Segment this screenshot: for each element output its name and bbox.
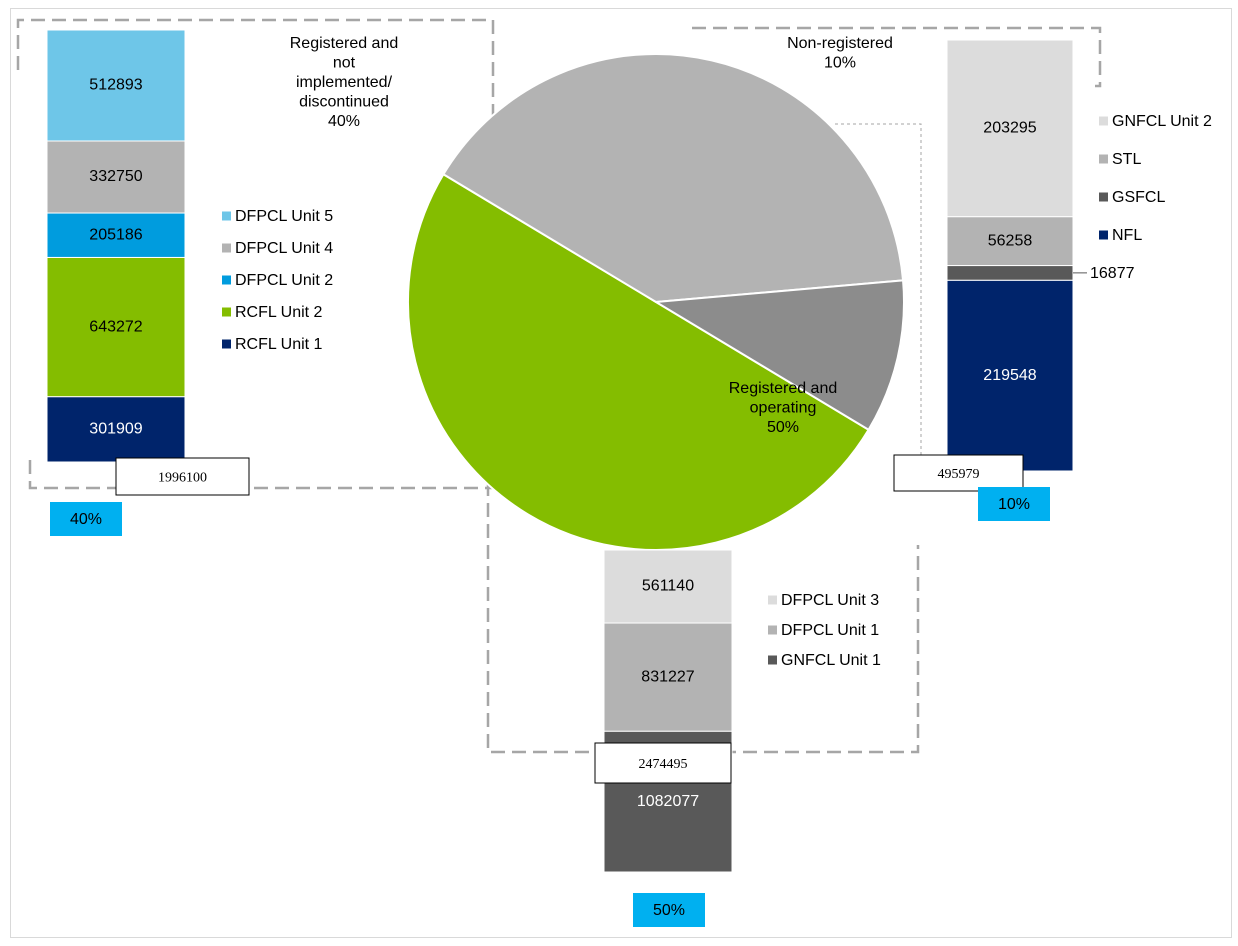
chart-frame <box>10 8 1232 938</box>
total-value-registered-and-not-implemented-discontinued: 1996100 <box>158 471 207 486</box>
pie-slice-registered-and-operating <box>407 172 870 551</box>
legend-swatch-gsfcl <box>1099 192 1108 202</box>
percent-value-registered-and-operating: 50% <box>653 902 685 919</box>
percent-box-registered-and-not-implemented-discontinued <box>50 502 122 536</box>
legend-label-dfpcl-unit-1: DFPCL Unit 1 <box>781 622 879 639</box>
bar-value-label-rcfl-unit-2: 643272 <box>89 318 142 335</box>
pie-label-registered-and-operating: Registered and operating 50% <box>729 380 838 436</box>
total-value-non-registered: 495979 <box>938 467 980 482</box>
legend-swatch-rcfl-unit-2 <box>222 307 231 317</box>
bar-segment-gnfcl-unit-2 <box>946 39 1074 218</box>
legend-swatch-gnfcl-unit-2 <box>1099 116 1108 126</box>
legend-label-nfl: NFL <box>1112 227 1142 244</box>
right-group-dotted-frame <box>835 123 922 462</box>
bar-segment-stl <box>946 216 1074 267</box>
legend-label-gnfcl-unit-1: GNFCL Unit 1 <box>781 652 881 669</box>
total-value-registered-and-operating: 2474495 <box>639 757 688 772</box>
percent-box-registered-and-operating <box>633 893 705 927</box>
bar-segment-dfpcl-unit-3 <box>603 549 733 624</box>
total-box-registered-and-not-implemented-discontinued <box>115 457 250 496</box>
bar-segment-nfl <box>946 279 1074 472</box>
total-box-non-registered <box>893 454 1024 492</box>
bar-value-label-dfpcl-unit-1: 831227 <box>641 668 694 685</box>
bar-value-label-dfpcl-unit-5: 512893 <box>89 77 142 94</box>
pie-labels: Registered and operating 50% Registered and… <box>290 35 893 436</box>
legend-swatch-dfpcl-unit-2 <box>222 275 231 285</box>
bar-segment-dfpcl-unit-2 <box>46 212 186 258</box>
bar-segment-dfpcl-unit-4 <box>46 140 186 214</box>
legend-label-dfpcl-unit-3: DFPCL Unit 3 <box>781 592 879 609</box>
legend-label-dfpcl-unit-4: DFPCL Unit 4 <box>235 240 333 257</box>
legend-swatch-dfpcl-unit-3 <box>768 595 777 605</box>
legend-swatch-dfpcl-unit-1 <box>768 625 777 635</box>
legend-label-dfpcl-unit-2: DFPCL Unit 2 <box>235 272 333 289</box>
bar-value-label-dfpcl-unit-4: 332750 <box>89 168 142 185</box>
legend-label-dfpcl-unit-5: DFPCL Unit 5 <box>235 208 333 225</box>
legend-swatch-rcfl-unit-1 <box>222 339 231 349</box>
bar-segment-dfpcl-unit-1 <box>603 622 733 732</box>
totals: 1996100 40% 2474495 50% 495979 10% <box>50 454 1050 927</box>
legend-swatch-nfl <box>1099 230 1108 240</box>
bar-value-label-gnfcl-unit-2: 203295 <box>983 120 1036 137</box>
legend-swatch-gnfcl-unit-1 <box>768 655 777 665</box>
bar-segment-gsfcl <box>946 265 1074 281</box>
legend-swatch-stl <box>1099 154 1108 164</box>
bar-value-label-gnfcl-unit-1: 1082077 <box>637 793 699 810</box>
legends: DFPCL Unit 5 DFPCL Unit 4 DFPCL Unit 2 RCFL… <box>222 113 1212 669</box>
legend-label-gnfcl-unit-2: GNFCL Unit 2 <box>1112 113 1212 130</box>
legend-label-gsfcl: GSFCL <box>1112 189 1165 206</box>
bar-value-label-nfl: 219548 <box>983 367 1036 384</box>
legend-swatch-dfpcl-unit-5 <box>222 211 231 221</box>
legend-label-rcfl-unit-1: RCFL Unit 1 <box>235 336 323 353</box>
total-box-registered-and-operating <box>594 742 732 784</box>
bar-segment-dfpcl-unit-5 <box>46 29 186 142</box>
pie-slice-registered-and-not <box>442 53 905 304</box>
bar-segment-rcfl-unit-1 <box>46 396 186 463</box>
percent-value-registered-and-not-implemented-discontinued: 40% <box>70 511 102 528</box>
legend-label-stl: STL <box>1112 151 1141 168</box>
stacked-bars: 301909 643272 205186 332750 512893 1082077 831… <box>46 29 1135 873</box>
legend-label-rcfl-unit-2: RCFL Unit 2 <box>235 304 323 321</box>
bar-value-label-dfpcl-unit-3: 561140 <box>642 578 694 595</box>
legend-swatch-dfpcl-unit-4 <box>222 243 231 253</box>
percent-value-non-registered: 10% <box>998 496 1030 513</box>
bar-value-label-gsfcl: 16877 <box>1090 265 1135 282</box>
bar-value-label-dfpcl-unit-2: 205186 <box>89 226 142 243</box>
pie-label-registered-and-not: Registered and not implemented/discontinue… <box>290 35 399 130</box>
bar-value-label-rcfl-unit-1: 301909 <box>89 421 142 438</box>
right-group-dashed-frame <box>692 26 1102 88</box>
percent-box-non-registered <box>978 487 1050 521</box>
pie-chart <box>407 53 905 551</box>
pie-label-non-registered-10: Non-registered 10% <box>787 35 893 72</box>
bar-value-label-stl: 56258 <box>988 232 1033 249</box>
pie-slice-non-registered-10 <box>652 279 905 432</box>
bar-segment-rcfl-unit-2 <box>46 256 186 398</box>
